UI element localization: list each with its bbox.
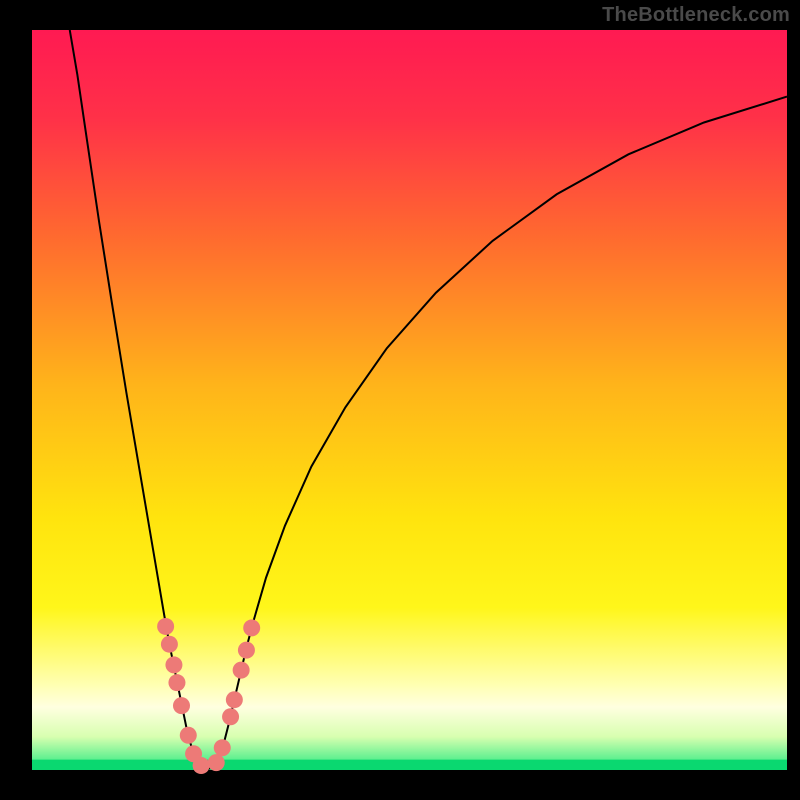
data-marker: [165, 656, 182, 673]
data-marker: [226, 691, 243, 708]
data-marker: [157, 618, 174, 635]
data-marker: [168, 674, 185, 691]
data-marker: [193, 757, 210, 774]
data-marker: [238, 642, 255, 659]
plot-background: [32, 30, 787, 770]
bottleneck-chart: TheBottleneck.com: [0, 0, 800, 800]
data-marker: [243, 619, 260, 636]
data-marker: [214, 739, 231, 756]
green-band: [32, 760, 787, 770]
data-marker: [180, 727, 197, 744]
data-marker: [233, 662, 250, 679]
data-marker: [222, 708, 239, 725]
data-marker: [161, 636, 178, 653]
watermark-label: TheBottleneck.com: [602, 4, 790, 27]
data-marker: [208, 754, 225, 771]
data-marker: [173, 697, 190, 714]
chart-canvas: [0, 0, 800, 800]
